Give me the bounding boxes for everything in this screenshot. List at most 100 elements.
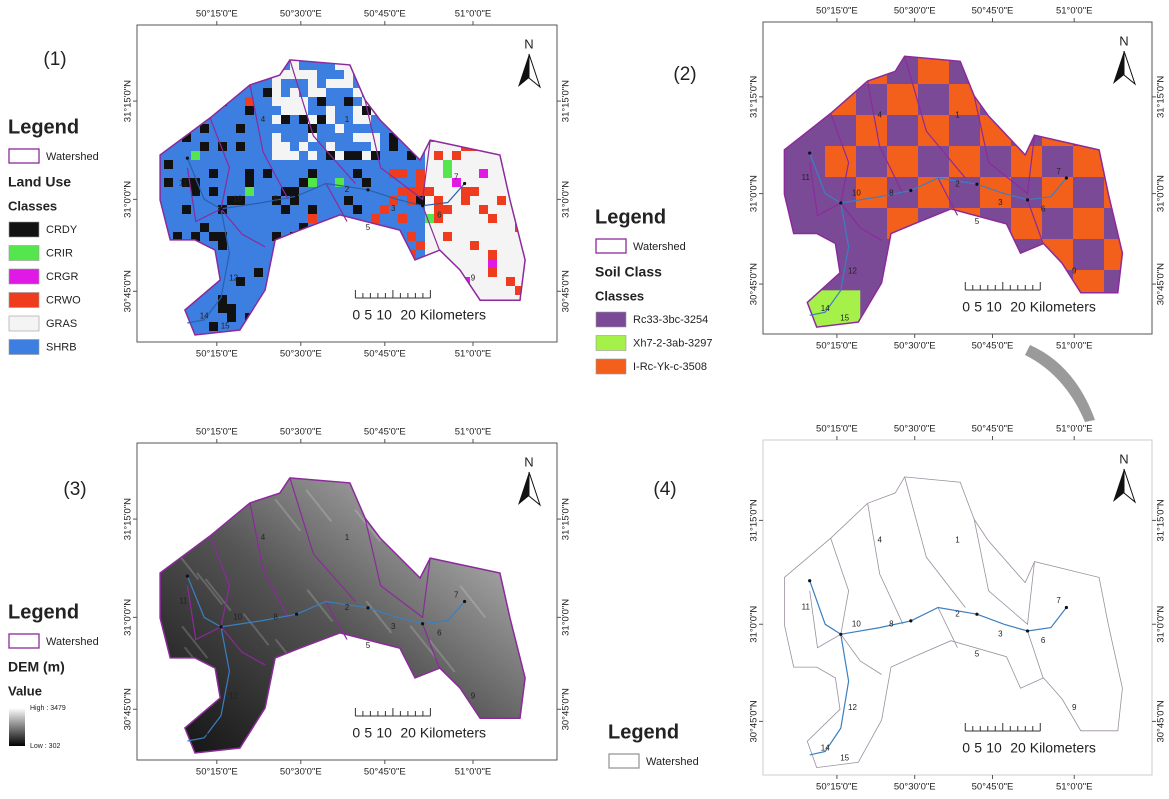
subbasin-label: 5 xyxy=(366,641,371,650)
land-use-cell xyxy=(317,295,326,304)
land-use-cell xyxy=(281,34,290,43)
land-use-cell xyxy=(389,43,398,52)
left-coord-label: 30°45'0"N xyxy=(123,688,134,730)
subbasin-label: 1 xyxy=(955,536,960,545)
bottom-coord-label: 51°0'0"E xyxy=(455,349,491,360)
subbasin-label: 14 xyxy=(200,730,209,739)
land-use-cell xyxy=(533,304,542,313)
land-use-cell xyxy=(551,160,560,169)
land-use-cell xyxy=(308,169,317,178)
land-use-cell xyxy=(290,25,299,34)
land-use-cell xyxy=(317,331,326,340)
left-coord-label: 30°45'0"N xyxy=(749,700,760,742)
land-use-cell xyxy=(281,97,290,106)
land-use-cell xyxy=(488,196,497,205)
land-use-cell xyxy=(416,124,425,133)
land-use-cell xyxy=(218,241,227,250)
land-use-cell xyxy=(497,250,506,259)
scale-label: 5 xyxy=(974,740,982,756)
legend-title: Legend xyxy=(8,601,79,623)
land-use-cell xyxy=(542,142,551,151)
subbasin-label: 9 xyxy=(1072,703,1077,712)
land-use-cell xyxy=(425,205,434,214)
legend-label: SHRB xyxy=(46,341,77,353)
land-use-cell xyxy=(524,205,533,214)
land-use-cell xyxy=(452,295,461,304)
scale-label: 10 xyxy=(376,307,392,323)
land-use-cell xyxy=(146,106,155,115)
land-use-cell xyxy=(443,88,452,97)
left-coord-label: 30°45'0"N xyxy=(749,263,760,305)
scale-label: 5 xyxy=(364,307,372,323)
land-use-cell xyxy=(416,259,425,268)
legend-swatch xyxy=(9,222,39,237)
land-use-cell xyxy=(542,250,551,259)
land-use-cell xyxy=(497,79,506,88)
land-use-cell xyxy=(497,322,506,331)
land-use-cell xyxy=(497,151,506,160)
land-use-cell xyxy=(506,124,515,133)
land-use-cell xyxy=(146,61,155,70)
subbasin-boundary xyxy=(831,538,849,634)
land-use-cell xyxy=(515,34,524,43)
land-use-cell xyxy=(452,322,461,331)
land-use-cell xyxy=(551,52,560,61)
right-coord-label: 31°15'0"N xyxy=(561,80,572,122)
land-use-cell xyxy=(344,196,353,205)
subbasin-label: 4 xyxy=(261,533,266,542)
land-use-cell xyxy=(551,151,560,160)
land-use-cell xyxy=(371,61,380,70)
land-use-cell xyxy=(470,115,479,124)
land-use-cell xyxy=(515,322,524,331)
land-use-cell xyxy=(434,259,443,268)
land-use-cell xyxy=(371,277,380,286)
outlet-point xyxy=(1026,629,1029,632)
land-use-cell xyxy=(398,295,407,304)
land-use-cell xyxy=(200,142,209,151)
land-use-cell xyxy=(551,295,560,304)
land-use-cell xyxy=(299,115,308,124)
land-use-cell xyxy=(389,295,398,304)
legend-swatch xyxy=(9,246,39,261)
land-use-cell xyxy=(461,70,470,79)
soil-cell xyxy=(1011,270,1042,301)
land-use-cell xyxy=(452,25,461,34)
land-use-cell xyxy=(344,97,353,106)
land-use-cell xyxy=(227,304,236,313)
land-use-cell xyxy=(506,304,515,313)
land-use-cell xyxy=(551,250,560,259)
land-use-cell xyxy=(245,322,254,331)
subbasin-label: 1 xyxy=(345,115,350,124)
right-coord-label: 31°0'0"N xyxy=(1156,606,1167,643)
land-use-cell xyxy=(209,169,218,178)
outlet-point xyxy=(219,207,222,210)
outlet-point xyxy=(463,182,466,185)
land-use-cell xyxy=(452,241,461,250)
land-use-cell xyxy=(236,43,245,52)
land-use-cell xyxy=(155,241,164,250)
land-use-cell xyxy=(353,115,362,124)
land-use-cell xyxy=(488,124,497,133)
land-use-cell xyxy=(533,313,542,322)
land-use-cell xyxy=(164,106,173,115)
land-use-cell xyxy=(515,106,524,115)
legend-subheading: Classes xyxy=(595,288,644,303)
land-use-cell xyxy=(146,223,155,232)
land-use-cell xyxy=(425,106,434,115)
land-use-cell xyxy=(461,43,470,52)
land-use-cell xyxy=(551,178,560,187)
land-use-cell xyxy=(497,340,506,349)
land-use-cell xyxy=(281,205,290,214)
land-use-cell xyxy=(506,34,515,43)
legend-label: CRDY xyxy=(46,224,78,236)
land-use-cell xyxy=(398,169,407,178)
top-coord-label: 50°30'0"E xyxy=(894,424,936,435)
soil-cell xyxy=(1011,22,1042,53)
land-use-cell xyxy=(443,52,452,61)
land-use-cell xyxy=(488,268,497,277)
land-use-cell xyxy=(434,322,443,331)
land-use-cell xyxy=(470,259,479,268)
land-use-cell xyxy=(470,205,479,214)
land-use-cell xyxy=(506,115,515,124)
